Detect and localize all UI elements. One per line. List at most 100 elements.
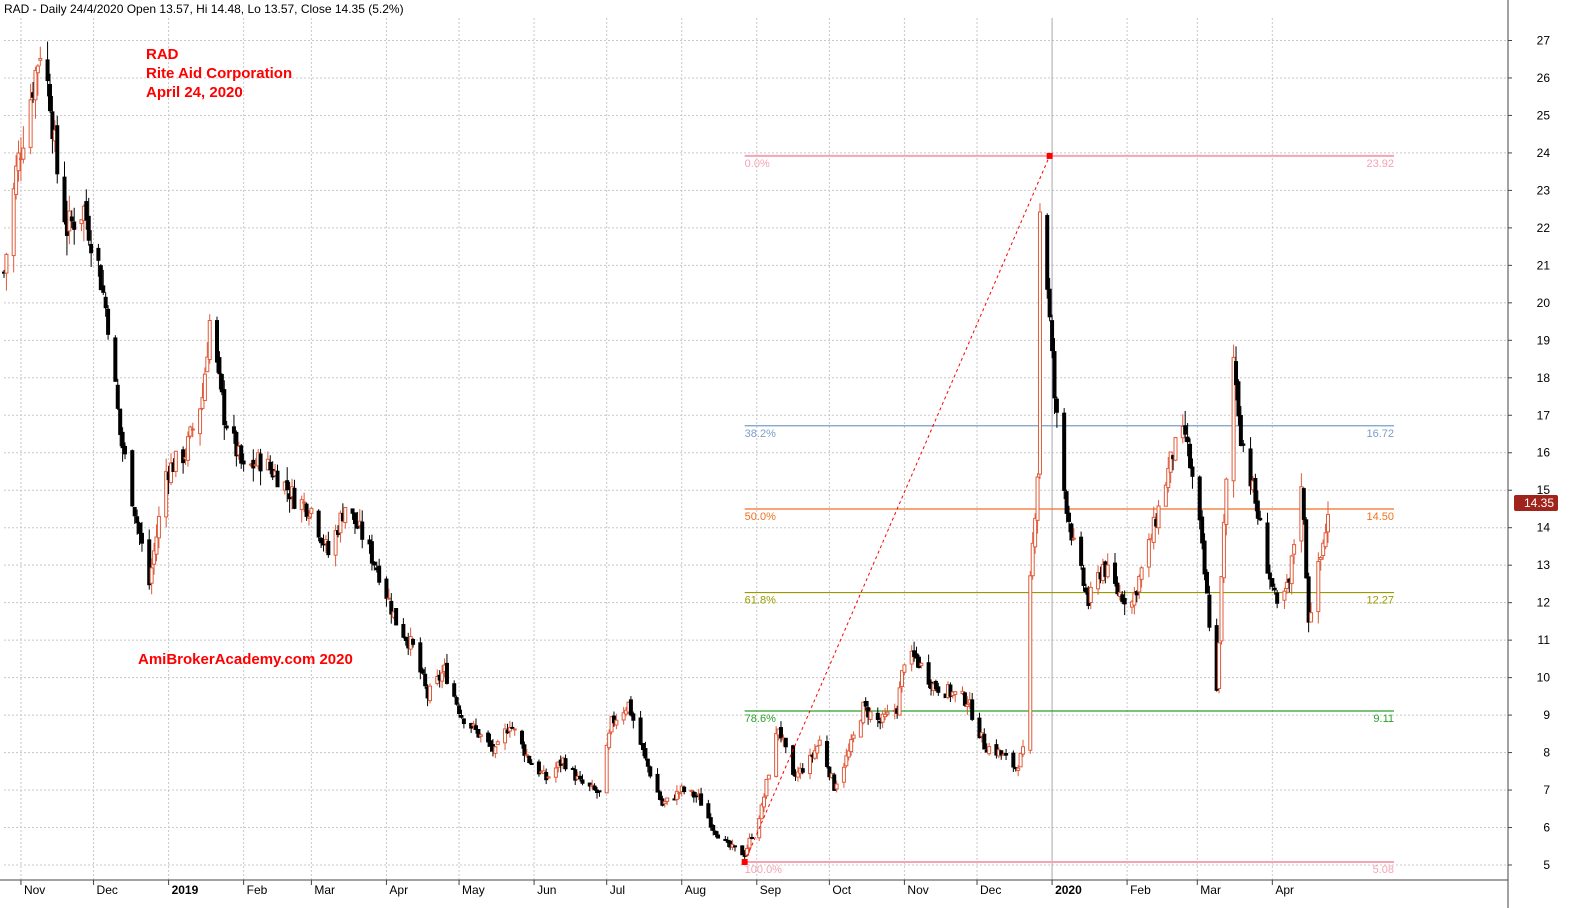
candle-body [861,701,866,724]
y-axis: 5 6 7 8 9 10 11 12 13 14 15 16 17 18 19 20 21 22 23 24 25 26 2… [0,0,1550,908]
last-price-badge: 14.35 [1514,495,1559,511]
candle-body [1282,590,1287,601]
company-label: Rite Aid Corporation [146,65,293,82]
trendline [741,152,1053,866]
y-tick-label: 27 [1537,33,1551,47]
candle-body [1134,591,1139,596]
candle-body [587,782,592,787]
candle-body [1265,522,1270,574]
candle-body [132,506,137,517]
candle-body [563,758,568,770]
candle-body [926,662,931,685]
candle-body [14,165,19,195]
candle-body [488,740,493,747]
candle-body [1021,746,1026,755]
candle-body [1035,476,1040,521]
candle-body [33,69,38,101]
candle-body [914,653,919,659]
candle-body [897,687,902,716]
candle-body [120,431,125,449]
candle-body [1321,542,1326,557]
candle-body [885,711,890,715]
candle-body [527,755,532,763]
candle-body [953,691,958,695]
candle-body [372,561,377,566]
candle-body [909,650,914,665]
candle-body [411,638,416,645]
candle-body [800,768,805,773]
candle-body [648,766,653,777]
date-label: April 24, 2020 [146,84,243,101]
candle-body [841,766,846,783]
candle-body [113,337,118,382]
candle-body [682,786,687,793]
candle-body [1064,491,1069,514]
candle-body [716,834,721,839]
candle-body [604,744,609,794]
candle-body [1054,398,1059,413]
y-tick-label: 14 [1537,521,1551,535]
candle-body [1083,587,1088,593]
candle-body [309,507,314,514]
candle-body [1204,571,1209,594]
candle-body [47,83,52,112]
candlestick-series [2,41,1330,860]
candle-body [1045,215,1050,290]
candle-body [834,783,839,790]
candle-body [461,718,466,725]
candle-body [72,221,77,230]
trendline-segment [744,155,1051,863]
candle-body [936,686,941,693]
candle-body [207,319,212,361]
y-tick-label: 10 [1537,671,1551,685]
candle-body [1238,415,1243,447]
candle-body [846,750,851,758]
trendline-anchor-start [741,859,748,866]
candle-body [1323,532,1328,548]
candle-body [708,817,713,828]
fib-level-pct: 78.6% [745,713,776,725]
candle-body [476,729,481,738]
fib-level-pct: 0.0% [745,158,770,170]
candle-body [1221,521,1226,579]
candle-body [292,487,297,509]
candle-body [152,550,157,565]
candle-body [507,727,512,732]
candle-body [139,532,144,544]
candle-body [123,445,128,455]
fib-level-value: 12.27 [1366,595,1394,607]
fib-level-value: 9.11 [1373,713,1394,725]
candle-body [164,470,169,518]
candle-body [21,147,26,160]
x-tick-label: 2019 [172,883,199,897]
candle-body [713,830,718,835]
candle-body [689,789,694,792]
y-tick-label: 15 [1537,483,1551,497]
ticker-label: RAD [146,46,179,63]
y-tick-label: 6 [1543,821,1550,835]
candle-body [205,356,210,373]
candle-body [103,296,108,309]
candle-body [824,741,829,767]
candle-body [389,600,394,615]
candle-body [1234,361,1239,386]
candle-body [1309,612,1314,623]
candle-body [268,461,273,471]
candle-body [759,804,764,820]
candle-body [902,664,907,673]
candle-body [137,522,142,534]
candle-body [1146,539,1151,568]
candle-body [970,699,975,720]
candle-body [115,384,120,409]
candle-body [732,845,737,848]
candle-body [444,662,449,684]
candle-body [35,65,40,74]
candle-body [403,636,408,641]
x-tick-label: Apr [389,883,408,897]
candle-body [1185,436,1190,443]
candle-body [1062,412,1067,491]
candle-body [473,725,478,730]
candle-body [50,111,55,140]
candle-body [275,470,280,488]
